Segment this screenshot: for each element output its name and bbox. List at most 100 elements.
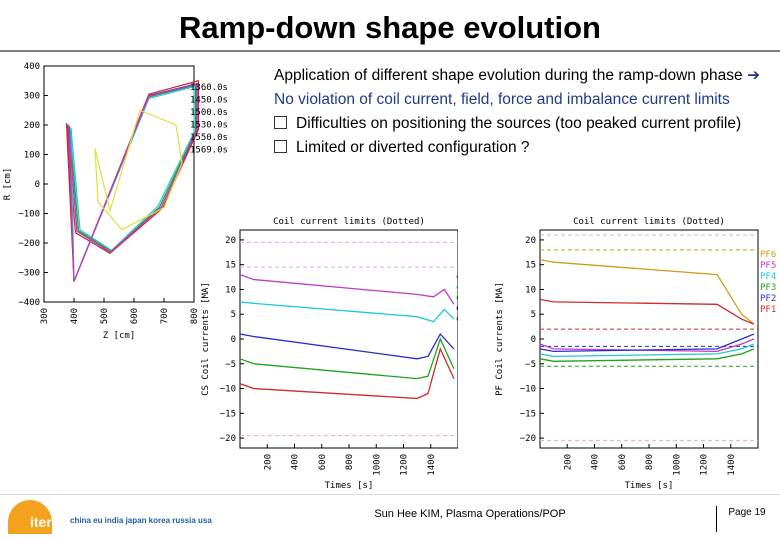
iter-logo-text: iter [30,514,52,530]
y-tick-label: 10 [525,285,536,295]
legend-entry: CS2U [456,305,458,315]
y-tick-label: −5 [225,360,236,370]
x-tick-label: 600 [318,454,328,470]
x-tick-label: 1400 [427,454,437,476]
bullet-text: Limited or diverted configuration ? [296,139,530,156]
y-tick-label: 300 [24,92,40,102]
series-line [239,332,455,360]
y-axis-label: CS Coil currents [MA] [201,282,211,396]
x-tick-label: 300 [40,308,50,324]
series-line [94,109,183,231]
checkbox-bullet-icon [274,112,296,136]
x-tick-label: 200 [263,454,273,470]
x-tick-label: 600 [618,454,628,470]
intro-paragraph: Application of different shape evolution… [274,64,760,112]
y-tick-label: −100 [18,210,40,220]
y-tick-label: −300 [18,269,40,279]
legend-entry: 1530.0s [190,121,228,131]
series-line [68,84,197,282]
y-axis-label: PF Coil currents [MA] [495,282,505,396]
y-tick-label: −20 [220,434,236,444]
cs-coil-plot: Coil current limits (Dotted)200 400 600 800… [201,217,458,491]
y-tick-label: 0 [531,335,536,345]
iter-logo [8,500,52,534]
y-tick-label: −15 [520,409,536,419]
legend-entry: PF1 [760,305,776,315]
x-tick-label: 200 [563,454,573,470]
y-tick-label: −15 [220,409,236,419]
y-tick-label: −10 [220,385,236,395]
series-line [67,83,198,282]
y-tick-label: 15 [225,261,236,271]
y-tick-label: 5 [531,310,536,320]
x-tick-label: 600 [130,308,140,324]
legend-entry: PF4 [760,272,776,282]
bullet-item: Limited or diverted configuration ? [274,136,760,160]
series-line [539,259,755,325]
y-tick-label: −200 [18,239,40,249]
x-tick-label: 1000 [372,454,382,476]
y-tick-label: 5 [231,310,236,320]
legend-entry: PF5 [760,261,776,271]
y-axis-label: R [cm] [3,168,13,201]
legend-entry: PF3 [760,283,776,293]
y-tick-label: 15 [525,261,536,271]
legend-entry: CS3U [456,284,458,294]
plot-frame [539,229,759,449]
bullet-item: Difficulties on positioning the sources … [274,112,760,136]
y-tick-label: 10 [225,285,236,295]
series-line [239,347,455,400]
shape-plot: 300 400 500 600 700 800 400 300 200 100 0 −100 −200 −… [3,62,228,341]
series-line [68,83,197,282]
x-tick-label: 1200 [700,454,710,476]
legend-entry: PF6 [760,250,776,260]
series-line [539,348,755,362]
y-tick-label: 200 [24,121,40,131]
legend-entry: PF2 [760,294,776,304]
slide-title: Ramp-down shape evolution [179,10,601,45]
chart-title: Coil current limits (Dotted) [573,217,725,227]
series-line [539,343,755,357]
series-line [239,301,455,323]
x-axis-label: Times [s] [325,481,374,491]
partners-text: china eu india japan korea russia usa [70,516,212,525]
series-line [539,333,755,353]
intro-blue: No violation of coil current, field, for… [274,91,730,108]
x-tick-label: 500 [100,308,110,324]
legend-entry: 1550.0s [190,133,228,143]
page-number: Page 19 [716,506,777,532]
x-tick-label: 800 [345,454,355,470]
y-tick-label: 400 [24,62,40,72]
series-line [239,273,455,305]
legend-entry: 1450.0s [190,96,228,106]
x-tick-label: 400 [591,454,601,470]
x-tick-label: 800 [645,454,655,470]
bullet-text: Difficulties on positioning the sources … [296,115,742,132]
title-divider [0,50,780,52]
y-tick-label: −20 [520,434,536,444]
y-tick-label: 0 [231,335,236,345]
y-tick-label: 20 [225,236,236,246]
y-tick-label: 0 [35,180,40,190]
body-text: Application of different shape evolution… [274,64,760,160]
x-axis-label: Z [cm] [103,331,136,341]
y-tick-label: 100 [24,151,40,161]
legend-entry: CS1UxL [456,315,458,325]
x-tick-label: 1200 [400,454,410,476]
x-tick-label: 1400 [727,454,737,476]
y-tick-label: −10 [520,385,536,395]
arrow-icon: ➔ [747,67,760,84]
legend-entry: 1500.0s [190,108,228,118]
legend-entry: CS3L [456,273,458,283]
x-tick-label: 1000 [672,454,682,476]
footer-author: Sun Hee KIM, Plasma Operations/POP [374,508,566,520]
pf-coil-plot: Coil current limits (Dotted)200 400 600 800… [495,217,776,491]
chart-title: Coil current limits (Dotted) [273,217,425,227]
footer-divider [0,494,780,495]
x-axis-label: Times [s] [625,481,674,491]
x-tick-label: 400 [291,454,301,470]
y-tick-label: −5 [525,360,536,370]
x-tick-label: 700 [160,308,170,324]
legend-entry: 1569.0s [190,146,228,156]
y-tick-label: 20 [525,236,536,246]
